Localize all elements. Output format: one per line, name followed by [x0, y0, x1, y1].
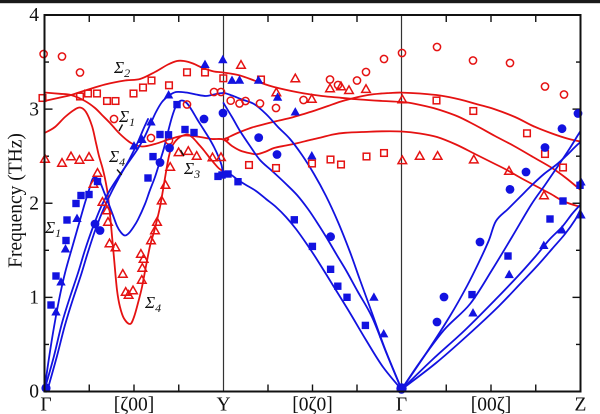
svg-text:Γ: Γ — [396, 395, 407, 414]
svg-text:[00ζ]: [00ζ] — [471, 395, 512, 414]
svg-text:0: 0 — [29, 382, 39, 403]
svg-text:Y: Y — [216, 395, 230, 414]
svg-text:1: 1 — [29, 288, 39, 309]
svg-text:3: 3 — [29, 99, 39, 120]
svg-text:[ζ00]: [ζ00] — [114, 395, 155, 414]
svg-text:4: 4 — [29, 5, 39, 26]
svg-text:Frequency (THz): Frequency (THz) — [6, 133, 27, 268]
svg-text:2: 2 — [29, 194, 39, 215]
svg-text:[0ζ0]: [0ζ0] — [292, 395, 333, 414]
svg-text:Z: Z — [575, 395, 587, 414]
svg-text:Γ: Γ — [40, 395, 51, 414]
